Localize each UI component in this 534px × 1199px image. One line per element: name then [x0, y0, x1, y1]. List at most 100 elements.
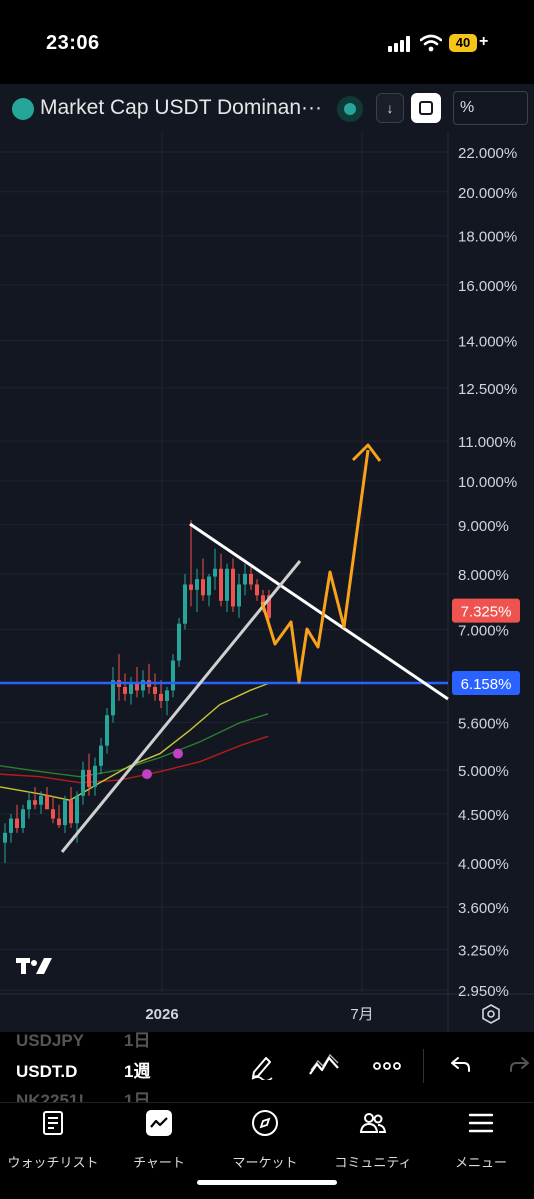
- chart-header: Market Cap USDT Dominan··· ↓ %: [0, 84, 534, 132]
- community-icon: [359, 1113, 387, 1133]
- chart-canvas[interactable]: 22.000% 20.000% 18.000% 16.000% 14.000% 12.50…: [0, 132, 534, 1032]
- x-tick-label: 2026: [145, 1006, 178, 1023]
- candle-body: [45, 795, 49, 810]
- ma-cross-marker: [142, 769, 152, 780]
- undo-icon[interactable]: [448, 1052, 472, 1080]
- ma-cross-marker: [173, 748, 183, 759]
- nav-chart[interactable]: チャート: [106, 1109, 212, 1171]
- y-tick-label: 18.000%: [458, 229, 517, 246]
- candle-body: [249, 573, 253, 585]
- status-bar: 23:06 40 +: [0, 0, 534, 84]
- symbol-title[interactable]: Market Cap USDT Dominan···: [40, 96, 323, 119]
- y-tick-label: 16.000%: [458, 278, 517, 295]
- tradingview-logo-icon: [16, 958, 52, 974]
- y-tick-label: 5.600%: [458, 716, 509, 733]
- ma-mid-line: [0, 713, 269, 778]
- menu-icon: [468, 1113, 494, 1133]
- candle-body: [201, 579, 205, 596]
- redo-icon[interactable]: [508, 1052, 532, 1080]
- layout-toggle-button[interactable]: [411, 93, 441, 123]
- market-status-icon[interactable]: [337, 96, 363, 122]
- candle-body: [63, 800, 67, 826]
- candle-body: [75, 795, 79, 824]
- candle-body: [153, 687, 157, 694]
- ma-slow-line: [0, 735, 269, 784]
- y-tick-label: 5.000%: [458, 763, 509, 780]
- candle-body: [183, 584, 187, 624]
- candle-body: [93, 765, 97, 787]
- axis-settings-icon[interactable]: [482, 1004, 500, 1024]
- y-tick-label: 4.500%: [458, 807, 509, 824]
- candle-body: [213, 568, 217, 577]
- forecast-arrowhead: [351, 443, 382, 462]
- last-price-label-bg: [452, 598, 520, 623]
- chart-icon: [146, 1110, 172, 1136]
- pen-icon[interactable]: [248, 1052, 276, 1080]
- candle-body: [219, 568, 223, 601]
- nav-community[interactable]: コミュニティ: [320, 1109, 426, 1171]
- watchlist-icon: [43, 1111, 63, 1135]
- candle-body: [135, 683, 139, 691]
- candle-body: [51, 809, 55, 819]
- toolbar-divider: [423, 1049, 424, 1083]
- candle-body: [27, 800, 31, 810]
- candle-body: [3, 832, 7, 843]
- candle-body: [141, 680, 145, 691]
- level-price-label: 6.158%: [461, 676, 512, 693]
- clock: 23:06: [46, 32, 100, 54]
- candle-body: [81, 769, 85, 796]
- candle-body: [159, 693, 163, 701]
- battery-indicator: 40: [449, 34, 477, 52]
- x-tick-label: 7月: [350, 1006, 373, 1023]
- nav-market[interactable]: マーケット: [212, 1109, 318, 1171]
- y-tick-label: 3.600%: [458, 900, 509, 917]
- price-chart[interactable]: 22.000% 20.000% 18.000% 16.000% 14.000% 12.50…: [0, 132, 534, 1032]
- last-price-label: 7.325%: [461, 604, 512, 621]
- y-tick-label: 9.000%: [458, 518, 509, 535]
- candle-body: [129, 683, 133, 694]
- candle-body: [261, 595, 265, 607]
- resistance-trendline: [189, 522, 449, 701]
- y-tick-label: 10.000%: [458, 474, 517, 491]
- charging-plus-icon: +: [479, 33, 489, 50]
- candle-body: [255, 584, 259, 596]
- watchlist-row[interactable]: USDJPY 1日: [16, 1032, 151, 1050]
- nav-watchlist[interactable]: ウォッチリスト: [0, 1109, 106, 1171]
- candle-body: [39, 795, 43, 805]
- candle-body: [237, 584, 241, 607]
- home-indicator: [197, 1180, 337, 1185]
- candle-body: [111, 680, 115, 716]
- candle-body: [33, 800, 37, 805]
- tether-logo-icon: [12, 98, 34, 120]
- candle-body: [231, 568, 235, 607]
- level-price-label-bg: [452, 671, 520, 696]
- candle-body: [105, 715, 109, 746]
- pattern-icon[interactable]: [308, 1052, 340, 1080]
- cellular-signal-icon: [388, 36, 412, 52]
- y-tick-label: 20.000%: [458, 185, 517, 202]
- y-tick-label: 8.000%: [458, 567, 509, 584]
- candle-body: [177, 623, 181, 661]
- candle-body: [123, 687, 127, 694]
- watchlist-row[interactable]: NK2251! 1日: [16, 1091, 151, 1102]
- candle-body: [57, 818, 61, 826]
- download-button[interactable]: ↓: [376, 93, 404, 123]
- candle-body: [87, 769, 91, 787]
- y-tick-label: 22.000%: [458, 145, 517, 162]
- candle-body: [243, 573, 247, 585]
- nav-menu[interactable]: メニュー: [428, 1109, 534, 1171]
- ma-fast-line: [0, 682, 269, 801]
- candle-body: [99, 745, 103, 766]
- support-trendline: [60, 560, 302, 853]
- more-icon[interactable]: [372, 1052, 402, 1080]
- scale-mode-field[interactable]: %: [453, 91, 528, 125]
- candle-body: [9, 818, 13, 833]
- y-tick-label: 14.000%: [458, 334, 517, 351]
- watchlist-row-active[interactable]: USDT.D 1週: [16, 1062, 151, 1081]
- candle-body: [267, 595, 271, 618]
- candle-body: [165, 690, 169, 701]
- wifi-icon: [420, 34, 442, 52]
- forecast-path: [260, 449, 370, 684]
- candle-body: [207, 576, 211, 596]
- candle-body: [225, 568, 229, 601]
